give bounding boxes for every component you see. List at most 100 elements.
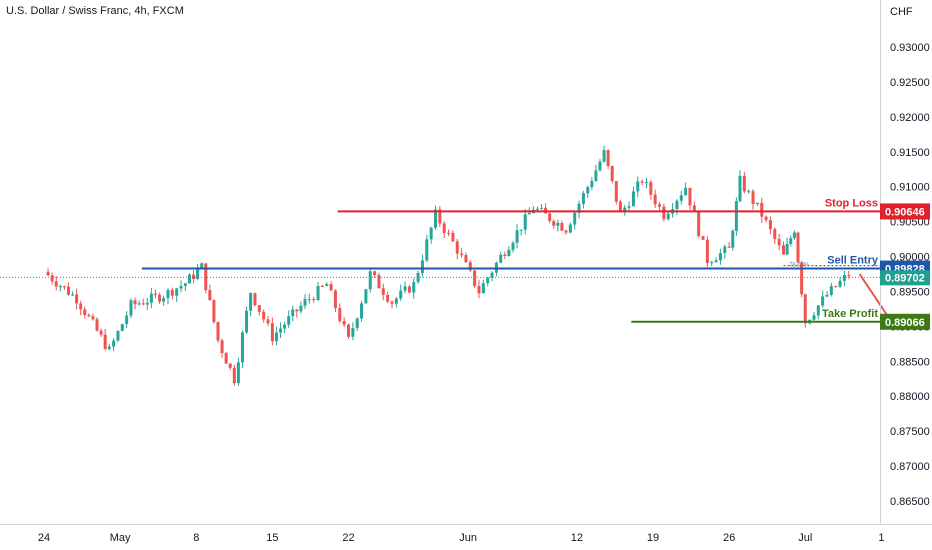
candle-body xyxy=(577,203,581,213)
candle-body xyxy=(627,206,631,208)
level-name: Take Profit xyxy=(822,308,878,320)
candle-body xyxy=(796,232,800,263)
candle-body xyxy=(91,316,95,320)
candle-body xyxy=(316,285,320,300)
candle-body xyxy=(594,170,598,182)
price-tick-label: 0.91000 xyxy=(890,182,930,194)
candle-body xyxy=(812,315,816,320)
price-tick-label: 0.87500 xyxy=(890,426,930,438)
candle-body xyxy=(697,211,701,237)
candle-body xyxy=(511,242,515,250)
candle-body xyxy=(581,193,585,204)
candle-body xyxy=(295,309,299,312)
candle-body xyxy=(75,294,79,304)
candle-body xyxy=(640,181,644,183)
candle-body xyxy=(653,194,657,205)
candle-body xyxy=(216,322,220,341)
time-tick-label: Jun xyxy=(459,532,477,544)
candle-body xyxy=(245,310,249,333)
current-price-tag xyxy=(880,270,930,286)
candle-body xyxy=(120,324,124,331)
candle-body xyxy=(552,220,556,226)
candle-body xyxy=(499,254,503,263)
candles-layer xyxy=(46,145,851,386)
candle-body xyxy=(606,150,610,166)
candle-body xyxy=(486,277,490,284)
candle-body xyxy=(200,263,204,270)
candle-body xyxy=(58,286,62,288)
candle-body xyxy=(208,290,212,300)
candle-body xyxy=(412,281,416,293)
candle-body xyxy=(279,328,283,333)
candle-body xyxy=(377,275,381,289)
candle-body xyxy=(564,230,568,233)
candle-body xyxy=(821,296,825,306)
candle-body xyxy=(390,301,394,304)
candle-body xyxy=(792,232,796,239)
level-price-tag xyxy=(880,203,930,220)
candle-body xyxy=(373,271,377,276)
candle-body xyxy=(447,232,451,234)
candle-body xyxy=(116,330,120,341)
candle-body xyxy=(416,273,420,282)
candle-body xyxy=(257,305,261,312)
candle-body xyxy=(610,165,614,182)
candle-body xyxy=(825,294,829,297)
candle-body xyxy=(212,299,216,323)
candle-body xyxy=(274,332,278,342)
candle-body xyxy=(455,241,459,254)
candle-body xyxy=(220,340,224,353)
candle-body xyxy=(79,303,83,310)
price-tick-label: 0.90500 xyxy=(890,217,930,229)
candle-body xyxy=(764,216,768,221)
plot-area[interactable]: Stop Loss Sell Entry Take Profit 78.60% xyxy=(0,145,900,386)
time-tick-label: May xyxy=(110,532,131,544)
price-tick-label: 0.90000 xyxy=(890,252,930,264)
candle-body xyxy=(742,175,746,192)
level-price-label: 0.89066 xyxy=(885,317,925,329)
candle-body xyxy=(141,303,145,305)
candle-body xyxy=(434,209,437,228)
price-tick-label: 0.86500 xyxy=(890,496,930,508)
candle-body xyxy=(347,324,350,337)
candle-body xyxy=(618,201,622,213)
time-tick-label: 15 xyxy=(266,532,278,544)
candle-body xyxy=(734,201,738,231)
candle-body xyxy=(166,289,170,299)
time-axis[interactable]: 24 May 8 15 22 Jun 12 19 26 Jul 1 xyxy=(38,532,885,544)
candle-body xyxy=(50,275,54,282)
candle-body xyxy=(95,319,99,331)
candle-body xyxy=(325,284,329,286)
time-tick-label: Jul xyxy=(798,532,812,544)
candle-body xyxy=(519,229,523,231)
candle-body xyxy=(662,206,666,220)
candle-body xyxy=(535,208,539,210)
candle-body xyxy=(338,308,342,321)
candle-body xyxy=(718,253,722,261)
candle-body xyxy=(183,283,187,286)
candle-body xyxy=(204,263,208,291)
candle-body xyxy=(87,315,91,317)
candle-body xyxy=(710,262,714,264)
level-name: Sell Entry xyxy=(827,255,879,267)
candle-body xyxy=(631,191,635,207)
candle-body xyxy=(816,305,820,316)
candle-body xyxy=(636,181,640,192)
candle-body xyxy=(192,274,196,279)
chart-title: U.S. Dollar / Swiss Franc, 4h, FXCM xyxy=(6,5,184,17)
candle-body xyxy=(103,334,107,349)
price-tick-label: 0.92000 xyxy=(890,112,930,124)
candle-body xyxy=(523,214,527,230)
candle-body xyxy=(196,269,200,279)
price-axis[interactable]: 0.93000 0.92500 0.92000 0.91500 0.91000 0.905… xyxy=(890,42,930,508)
candle-body xyxy=(307,299,311,301)
candle-body xyxy=(747,191,751,193)
candle-body xyxy=(586,187,590,194)
candle-body xyxy=(460,253,464,256)
candle-body xyxy=(62,286,66,288)
candle-body xyxy=(477,285,481,294)
candle-body xyxy=(834,286,838,288)
candle-body xyxy=(568,224,572,233)
